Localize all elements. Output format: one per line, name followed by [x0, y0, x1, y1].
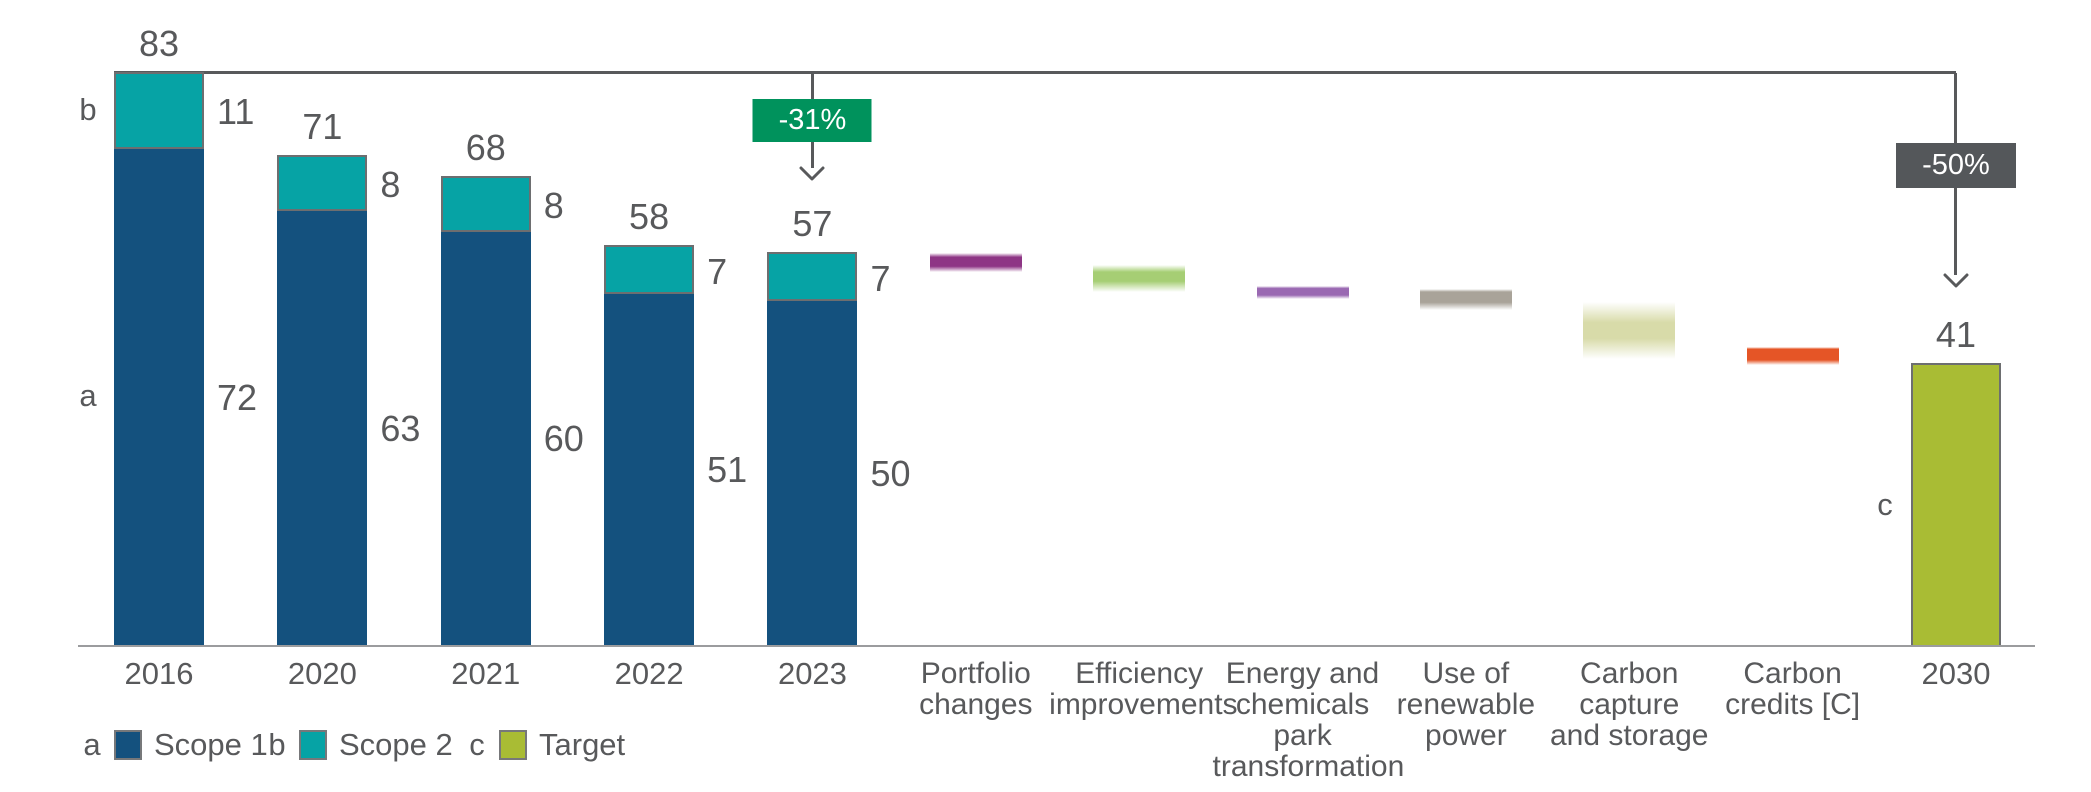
- arrow-down-icon: [1943, 273, 1969, 289]
- bar-scope1-label: 51: [707, 449, 748, 491]
- bar-scope1-segment: [767, 300, 858, 647]
- target-total-label: 41: [1935, 314, 1976, 356]
- x-axis-label: 2022: [614, 656, 684, 691]
- x-axis-label: Efficiency improvements: [1049, 657, 1238, 721]
- bar-scope2-segment: [767, 252, 858, 301]
- x-axis-label: 2030: [1921, 656, 1991, 691]
- lever-segment: [1583, 301, 1676, 359]
- bar-scope1-label: 50: [870, 452, 911, 494]
- bar-scope2-segment: [277, 155, 368, 211]
- bar-scope1-label: 60: [543, 418, 584, 460]
- lever-segment: [1256, 285, 1349, 299]
- x-axis-label: 2021: [451, 656, 521, 691]
- bar-scope2-label: 7: [870, 257, 891, 299]
- legend-item: a Scope 1: [80, 726, 268, 764]
- legend-label: Scope 2: [339, 727, 453, 762]
- x-axis-label: Use of renewable power: [1396, 657, 1536, 752]
- bar-scope1-segment: [114, 148, 204, 647]
- bar-scope2-segment: [114, 72, 204, 149]
- legend-color-swatch: [299, 730, 327, 760]
- x-axis-label: Carbon credits [C]: [1725, 657, 1861, 721]
- legend-label: Target: [539, 727, 626, 762]
- reduction-badge: -31%: [752, 99, 872, 142]
- x-axis-label: 2023: [777, 656, 847, 691]
- legend-key-letter: a: [83, 727, 101, 762]
- bar-scope1-segment: [440, 231, 531, 647]
- bar-total-label: 58: [629, 196, 670, 238]
- reference-line: [114, 71, 1956, 75]
- bar-scope2-label: 11: [217, 91, 255, 133]
- legend-color-swatch: [499, 730, 527, 760]
- x-axis-label: 2016: [124, 656, 194, 691]
- legend-key-letter: c: [469, 727, 485, 762]
- bar-scope1-segment: [277, 210, 368, 647]
- x-axis-label: Portfolio changes: [919, 657, 1033, 721]
- bar-scope1-label: 72: [217, 376, 258, 418]
- bar-total-label: 71: [302, 106, 343, 148]
- target-bar: [1910, 363, 2001, 647]
- lever-segment: [1746, 346, 1839, 365]
- bar-scope2-label: 7: [707, 250, 728, 292]
- legend-item: b Scope 2: [265, 726, 453, 764]
- bar-total-label: 57: [792, 203, 833, 245]
- bar-scope2-label: 8: [543, 184, 564, 226]
- bar-scope2-label: 8: [380, 164, 401, 206]
- x-axis-label: Energy and chemicals park transformation: [1212, 657, 1405, 783]
- bar-scope1-label: 63: [380, 407, 421, 449]
- legend-color-swatch: [114, 730, 142, 760]
- lever-segment: [929, 253, 1022, 272]
- bar-total-label: 83: [138, 23, 180, 65]
- bar-scope2-segment: [604, 245, 695, 294]
- legend-label: Scope 1: [154, 727, 268, 762]
- target-side-letter: c: [1877, 487, 1893, 523]
- reduction-badge: -50%: [1895, 143, 2016, 188]
- bar-scope2-segment: [440, 176, 531, 232]
- x-axis-label: 2020: [287, 656, 357, 691]
- legend-key-letter: b: [268, 727, 286, 762]
- lever-segment: [1093, 264, 1186, 292]
- x-axis-line: [78, 645, 2035, 647]
- bar-scope1-segment: [604, 293, 695, 647]
- bar-total-label: 68: [465, 127, 506, 169]
- legend-item: c Target: [465, 726, 625, 764]
- scope1-side-letter: a: [79, 377, 97, 413]
- arrow-down-icon: [799, 166, 825, 182]
- lever-segment: [1419, 289, 1512, 310]
- x-axis-label: Carbon capture and storage: [1550, 657, 1709, 752]
- scope2-side-letter: b: [79, 92, 97, 128]
